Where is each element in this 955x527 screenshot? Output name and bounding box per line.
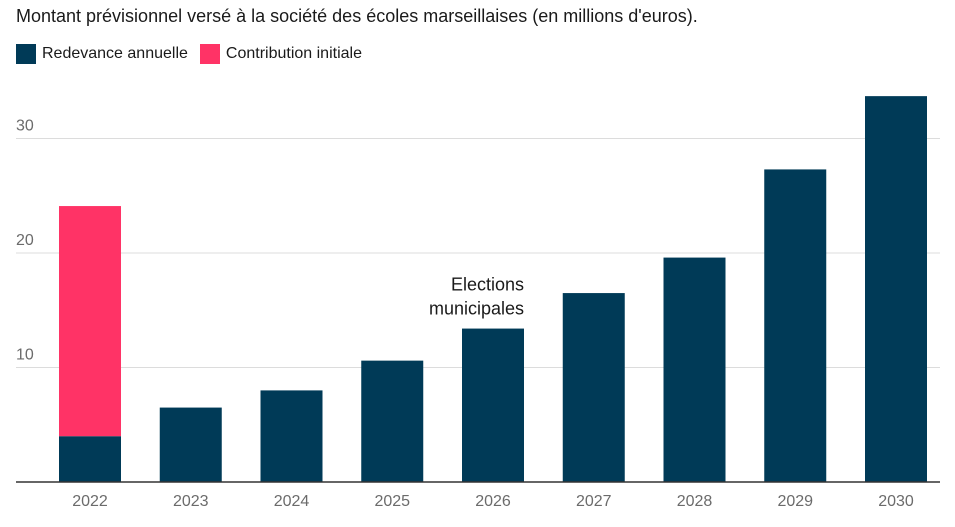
chart-title: Montant prévisionnel versé à la société … (16, 6, 698, 26)
legend-swatch-redevance (16, 44, 36, 64)
annotation-line-0: Elections (451, 275, 524, 295)
bar-redevance-2023 (159, 407, 222, 482)
bar-redevance-2022 (59, 436, 121, 482)
x-tick-label-2027: 2027 (576, 493, 612, 510)
bar-redevance-2025 (361, 360, 424, 482)
x-tick-label-2025: 2025 (374, 493, 410, 510)
bar-redevance-2030 (865, 96, 927, 482)
legend-label-contribution: Contribution initiale (225, 45, 362, 62)
bar-redevance-2027 (562, 293, 625, 482)
annotation-line-1: municipales (429, 299, 524, 319)
bar-redevance-2028 (663, 257, 726, 482)
bar-contribution-2022 (59, 206, 121, 437)
x-tick-label-2030: 2030 (878, 493, 914, 510)
bar-redevance-2024 (260, 390, 323, 482)
x-tick-label-2024: 2024 (274, 493, 310, 510)
legend-item-contribution: Contribution initiale (199, 44, 362, 64)
y-tick-label-10: 10 (16, 347, 34, 364)
legend-label-redevance: Redevance annuelle (42, 45, 188, 62)
x-tick-label-2023: 2023 (173, 493, 209, 510)
legend-item-redevance: Redevance annuelle (16, 44, 188, 64)
legend-swatch-contribution (199, 44, 220, 64)
legend: Redevance annuelle Contribution initiale (16, 44, 374, 64)
y-tick-label-20: 20 (16, 232, 34, 249)
bar-redevance-2026 (462, 328, 524, 482)
x-tick-label-2026: 2026 (475, 493, 511, 510)
x-tick-label-2028: 2028 (677, 493, 713, 510)
y-tick-label-30: 30 (16, 118, 34, 135)
x-tick-label-2029: 2029 (777, 493, 813, 510)
bar-redevance-2029 (764, 169, 827, 483)
x-tick-label-2022: 2022 (72, 493, 108, 510)
